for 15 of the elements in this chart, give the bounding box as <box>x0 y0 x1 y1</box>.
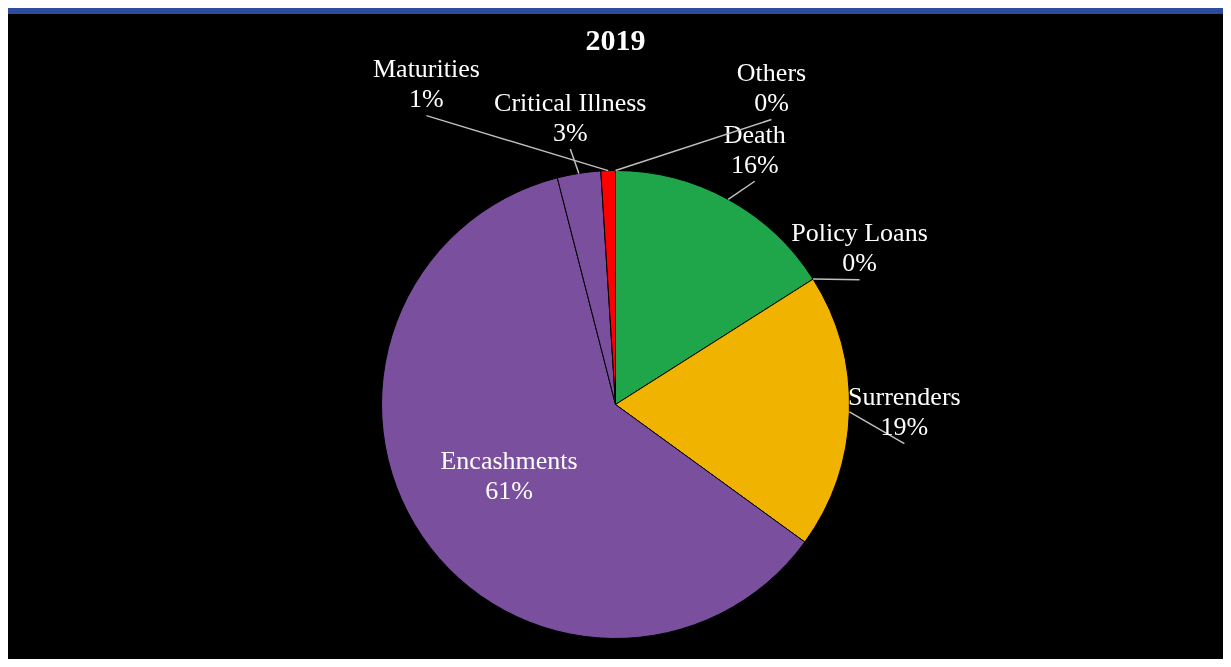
slice-label: Encashments <box>440 445 578 475</box>
data-label: 16% <box>730 150 779 180</box>
data-label: 19% <box>880 412 929 442</box>
category-label: Others <box>736 58 807 88</box>
slice-label: Critical Illness <box>494 87 647 117</box>
text: 0% <box>842 248 877 278</box>
data-label: 3% <box>552 117 588 147</box>
slice-label: Death <box>723 120 786 150</box>
text: 0% <box>754 88 789 118</box>
data-label: 1% <box>409 84 444 114</box>
chart-title: 2019 <box>585 22 646 56</box>
category-label: Policy Loans <box>791 218 928 248</box>
data-label: 61% <box>485 475 533 505</box>
slice-label: Surrenders <box>848 382 961 412</box>
slice-label: Maturities <box>372 54 480 84</box>
